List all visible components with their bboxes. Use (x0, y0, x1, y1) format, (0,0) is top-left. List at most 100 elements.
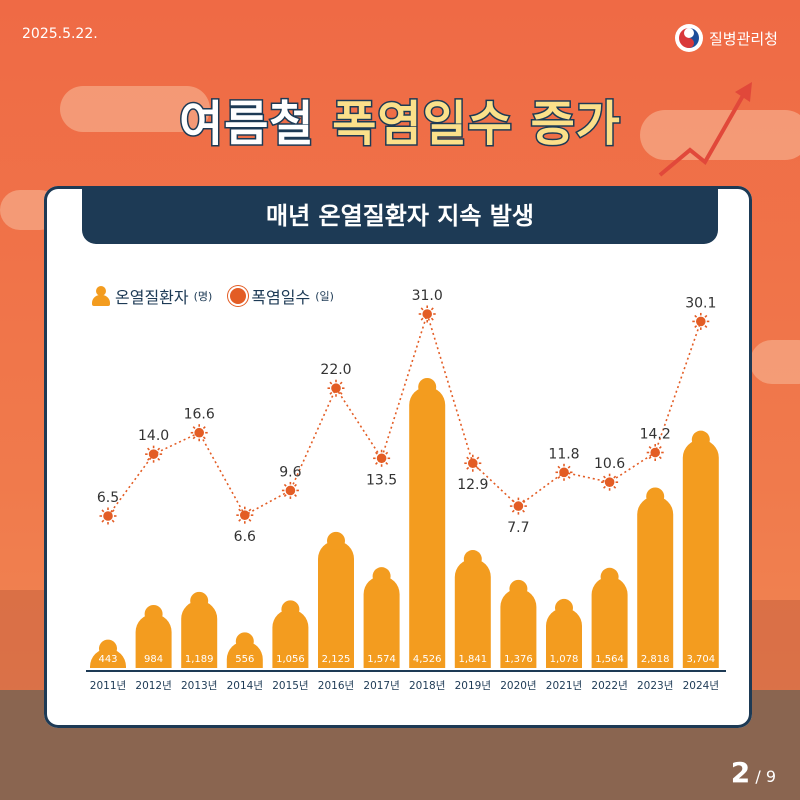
x-tick-label: 2019년 (455, 680, 491, 692)
sun-ray (557, 465, 561, 469)
bar-value-label: 556 (235, 654, 254, 665)
x-tick-label: 2013년 (181, 680, 217, 692)
sun-icon (230, 288, 247, 304)
cloud-side-right (750, 340, 800, 384)
sun-ray (157, 447, 161, 451)
sun-ray (694, 325, 698, 328)
sun-ray (420, 317, 424, 321)
sun-ray (101, 509, 105, 513)
sun-ray (238, 508, 242, 512)
sun-ray (248, 508, 252, 512)
sun-ray (283, 494, 287, 498)
heatdays-value-label: 14.2 (640, 427, 671, 443)
bar-value-label: 1,056 (276, 654, 305, 665)
heatdays-point (604, 477, 615, 487)
sun-ray (511, 499, 515, 503)
sun-ray (522, 509, 525, 513)
heatdays-point (513, 501, 524, 511)
bar (318, 540, 354, 668)
x-tick-label: 2020년 (500, 680, 536, 692)
bar (591, 576, 628, 668)
bar (409, 387, 446, 668)
heatdays-value-label: 6.5 (97, 490, 119, 506)
heatdays-value-label: 7.7 (507, 520, 529, 536)
sun-ray (430, 317, 434, 321)
heatdays-point (422, 309, 433, 319)
bar-head (646, 487, 665, 506)
bar-value-label: 2,125 (322, 654, 351, 665)
chart-legend: 온열질환자 (명) 폭염일수 (일) (92, 284, 344, 308)
bar-value-label: 443 (98, 654, 117, 665)
heatdays-point (468, 458, 478, 469)
page-title: 여름철 폭염일수 증가 (0, 84, 800, 154)
sun-ray (466, 466, 470, 470)
heatdays-point (194, 427, 204, 438)
sun-ray (694, 314, 698, 318)
sun-ray (147, 457, 150, 461)
bar-value-label: 3,704 (686, 654, 715, 665)
bar-head (509, 579, 528, 598)
x-tick-label: 2014년 (227, 680, 263, 692)
legend-heatdays-unit: (일) (315, 290, 334, 303)
heatdays-point (559, 467, 569, 478)
sun-ray (567, 475, 571, 479)
heatdays-value-label: 31.0 (412, 288, 443, 304)
bar-head (144, 604, 163, 623)
bar-head (281, 600, 300, 619)
title-part1: 여름철 (178, 95, 315, 154)
bar (454, 559, 491, 668)
sun-ray (101, 519, 105, 523)
building-left (0, 590, 46, 700)
sun-ray (329, 381, 333, 385)
sun-ray (294, 483, 297, 487)
x-tick-label: 2018년 (409, 680, 445, 692)
org-name: 질병관리청 (708, 29, 778, 48)
org-logo: 질병관리청 (674, 24, 778, 52)
sun-ray (202, 426, 206, 430)
sun-ray (648, 456, 652, 460)
building-right (752, 600, 800, 700)
page-current: 2 (730, 756, 751, 789)
sun-ray (294, 494, 297, 498)
x-tick-label: 2011년 (90, 680, 126, 692)
x-tick-label: 2017년 (363, 680, 399, 692)
sun-ray (476, 466, 480, 470)
legend-heatdays-label: 폭염일수 (251, 288, 311, 307)
heatdays-point (240, 510, 250, 520)
bar-value-label: 2,818 (641, 654, 670, 665)
heatdays-value-label: 14.0 (138, 428, 169, 444)
bar (546, 607, 582, 668)
bar (272, 609, 309, 668)
sun-ray (466, 456, 470, 460)
heatdays-point (650, 447, 660, 458)
sun-ray (375, 461, 378, 465)
x-tick-label: 2016년 (318, 680, 354, 692)
heatdays-value-label: 6.6 (234, 529, 256, 545)
sun-ray (283, 483, 287, 487)
sun-ray (603, 475, 606, 479)
bar-value-label: 984 (144, 654, 163, 665)
bar-head (600, 567, 619, 586)
bar-value-label: 4,526 (413, 654, 442, 665)
x-tick-label: 2024년 (683, 680, 719, 692)
legend-patients: 온열질환자 (명) (92, 284, 212, 308)
sun-ray (557, 475, 561, 479)
legend-patients-label: 온열질환자 (115, 288, 189, 307)
publish-date: 2025.5.22. (22, 26, 98, 42)
bar (135, 613, 172, 668)
heatdays-point (376, 453, 387, 464)
sun-ray (476, 456, 480, 460)
bar (181, 600, 218, 668)
sun-ray (603, 485, 606, 489)
sun-ray (385, 461, 389, 465)
sun-ray (613, 485, 617, 489)
x-tick-label: 2022년 (591, 680, 627, 692)
sun-ray (111, 519, 115, 523)
sun-ray (375, 451, 378, 455)
heatdays-value-label: 30.1 (685, 295, 716, 311)
bar-head (555, 598, 573, 617)
sun-ray (704, 325, 708, 328)
heatdays-value-label: 12.9 (457, 477, 488, 493)
